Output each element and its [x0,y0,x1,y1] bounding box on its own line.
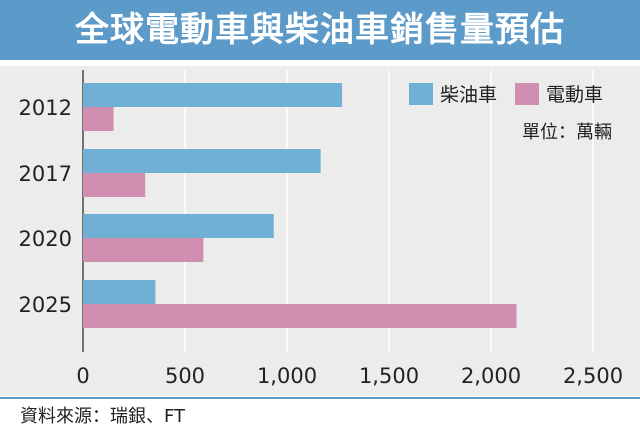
x-tick-label: 1,500 [359,364,419,388]
bar-electric-2017 [83,173,146,197]
bar-electric-2012 [83,107,114,131]
x-tick-label: 2,500 [563,364,623,388]
category-label: 2012 [19,96,72,120]
legend-label: 電動車 [546,84,603,106]
x-tick-labels: 0 500 1,000 1,500 2,000 2,500 [76,364,623,388]
category-label: 2025 [19,293,72,317]
title-bar [0,0,640,60]
chart-title: 全球電動車與柴油車銷售量預估 [75,10,565,50]
bar-electric-2020 [83,238,204,262]
bar-layer [83,83,517,328]
x-tick-label: 0 [76,364,89,388]
x-tick-label: 2,000 [461,364,521,388]
legend-swatch [515,83,539,105]
bar-diesel-2025 [83,280,156,304]
source-text: 資料來源：瑞銀、FT [20,406,186,427]
bar-electric-2025 [83,304,517,328]
bar-diesel-2020 [83,214,274,238]
unit-label: 單位：萬輛 [522,122,612,143]
category-labels: 2012 2017 2020 2025 [19,96,72,317]
legend-swatch [409,83,433,105]
category-label: 2020 [19,227,72,251]
legend: 柴油車 電動車 [409,83,603,106]
legend-label: 柴油車 [440,84,497,106]
source-divider [0,397,640,399]
bar-diesel-2017 [83,149,321,173]
x-tick-label: 500 [165,364,205,388]
x-tick-label: 1,000 [257,364,317,388]
category-label: 2017 [19,162,72,186]
bar-diesel-2012 [83,83,343,107]
